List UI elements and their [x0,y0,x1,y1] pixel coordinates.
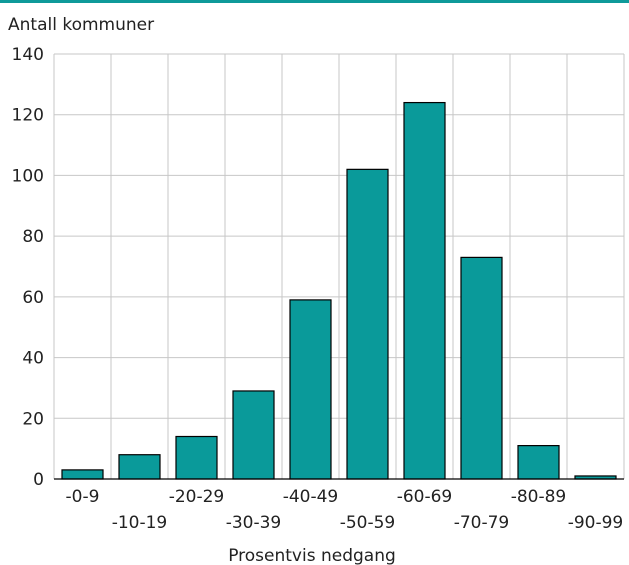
x-tick-label: -0-9 [66,487,100,507]
y-tick-label: 80 [22,227,44,247]
x-tick-label: -90-99 [568,513,624,533]
bar-minus-70-79 [460,256,503,480]
bar-minus-50-59 [346,168,389,480]
top-accent-rule [0,0,629,3]
bars-group [61,101,617,480]
bar-minus-0-9 [61,469,104,480]
y-tick-label: 100 [12,166,44,186]
x-axis-label: Prosentvis nedgang [228,546,396,565]
x-tick-label: -80-89 [511,487,567,507]
y-tick-labels: 0 20 40 60 80 100 120 140 [12,45,44,490]
bar-minus-40-49 [289,299,332,480]
x-tick-label: -10-19 [112,513,168,533]
bar-minus-80-89 [517,445,560,480]
y-tick-label: 0 [33,470,44,490]
grid-lines [54,53,624,479]
y-tick-label: 20 [22,409,44,429]
x-tick-label: -40-49 [283,487,339,507]
x-tick-label: -30-39 [226,513,282,533]
y-tick-label: 140 [12,45,44,65]
x-tick-label: -60-69 [397,487,453,507]
y-tick-label: 120 [12,106,44,126]
y-tick-label: 40 [22,349,44,369]
bar-minus-10-19 [118,454,161,480]
bar-minus-30-39 [232,390,275,480]
bar-minus-60-69 [403,101,446,480]
x-tick-label: -50-59 [340,513,396,533]
y-axis-label: Antall kommuner [8,15,154,35]
x-tick-label: -70-79 [454,513,510,533]
y-tick-label: 60 [22,288,44,308]
x-tick-label: -20-29 [169,487,225,507]
bar-minus-20-29 [175,435,218,480]
x-tick-labels: -0-9 -10-19-20-29-30-39-40-49-50-59-60-69… [66,487,624,533]
